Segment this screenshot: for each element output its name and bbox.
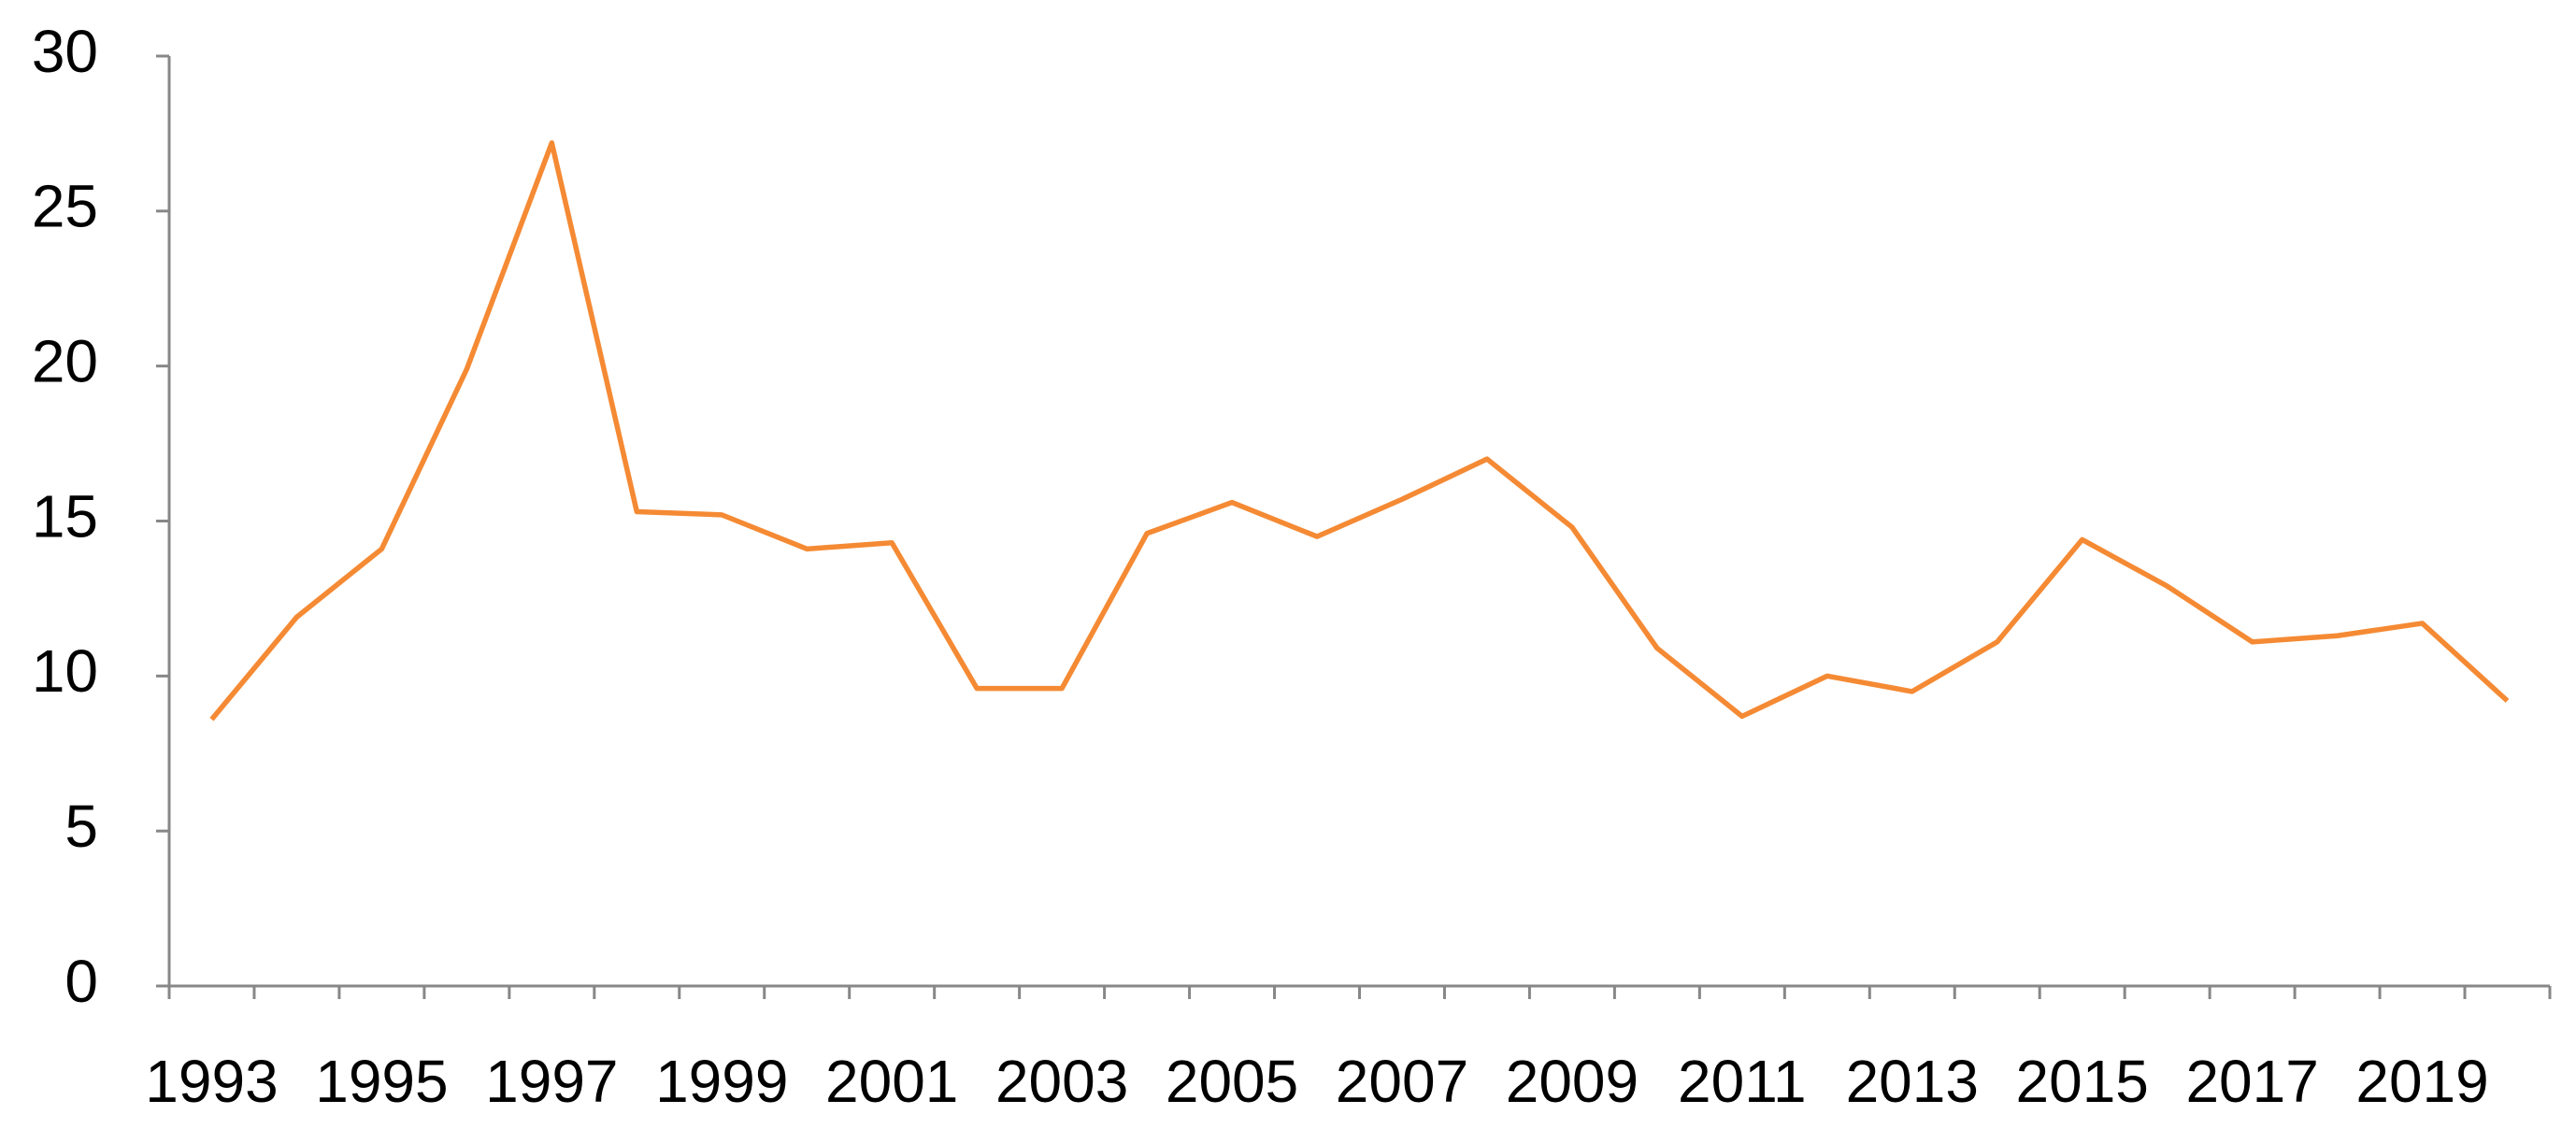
y-tick-label: 20 <box>32 328 98 395</box>
y-tick-label: 10 <box>32 637 98 705</box>
x-tick-label: 2009 <box>1506 1048 1639 1115</box>
x-tick-label: 1997 <box>485 1048 618 1115</box>
y-tick-label: 0 <box>64 948 98 1015</box>
x-tick-label: 2007 <box>1336 1048 1468 1115</box>
x-tick-label: 2005 <box>1166 1048 1298 1115</box>
x-tick-label: 2019 <box>2355 1048 2488 1115</box>
x-tick-label: 2013 <box>1846 1048 1979 1115</box>
x-tick-label: 2003 <box>995 1048 1128 1115</box>
y-tick-label: 25 <box>32 173 98 240</box>
x-tick-label: 1995 <box>315 1048 448 1115</box>
y-tick-label: 5 <box>64 793 98 860</box>
line <box>209 140 2510 722</box>
y-tick-label: 15 <box>32 482 98 550</box>
x-tick-label: 1993 <box>145 1048 278 1115</box>
y-tick-label: 30 <box>32 18 98 85</box>
x-tick-label: 1999 <box>655 1048 788 1115</box>
x-tick-label: 2015 <box>2016 1048 2149 1115</box>
x-tick-label: 2017 <box>2185 1048 2318 1115</box>
x-tick-label: 2011 <box>1678 1048 1807 1115</box>
x-tick-label: 2001 <box>825 1048 958 1115</box>
